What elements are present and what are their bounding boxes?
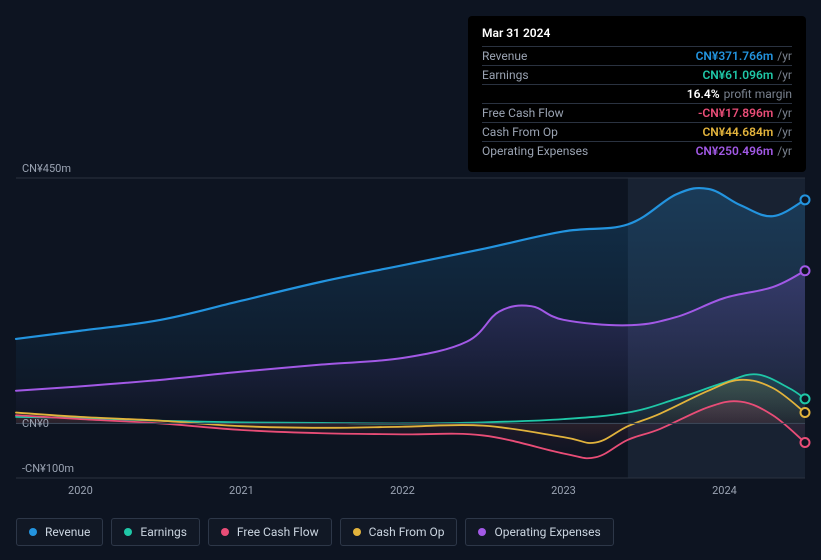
tooltip-row-label: Earnings (482, 68, 529, 82)
y-axis-label: CN¥0 (22, 417, 49, 430)
tooltip-row-value: CN¥44.684m (702, 125, 773, 139)
tooltip-row-suffix: /yr (777, 49, 792, 63)
svg-text:2021: 2021 (229, 484, 254, 497)
legend-item-revenue[interactable]: Revenue (16, 518, 103, 546)
legend-dot-icon (353, 528, 361, 536)
legend-label: Earnings (140, 525, 187, 539)
tooltip-row-label: Cash From Op (482, 125, 558, 139)
tooltip-row: Cash From Op CN¥44.684m/yr (482, 122, 792, 141)
legend-dot-icon (29, 528, 37, 536)
tooltip-row: Revenue CN¥371.766m/yr (482, 46, 792, 65)
legend-dot-icon (124, 528, 132, 536)
svg-text:2020: 2020 (68, 484, 93, 497)
tooltip-row-label: Free Cash Flow (482, 106, 564, 120)
tooltip-row-suffix: /yr (777, 125, 792, 139)
svg-text:2024: 2024 (712, 484, 737, 497)
y-axis-label: CN¥450m (22, 162, 71, 175)
svg-text:2022: 2022 (390, 484, 415, 497)
tooltip-row-label: Operating Expenses (482, 144, 588, 158)
legend-item-operating-expenses[interactable]: Operating Expenses (465, 518, 613, 546)
financial-chart-panel: { "chart": { "type": "area", "width": 82… (0, 0, 821, 560)
legend-dot-icon (221, 528, 229, 536)
tooltip-row-suffix: /yr (777, 144, 792, 158)
legend-item-cash-from-op[interactable]: Cash From Op (340, 518, 458, 546)
tooltip-row: Operating Expenses CN¥250.496m/yr (482, 141, 792, 160)
tooltip-row-value: CN¥371.766m (696, 49, 774, 63)
legend-label: Revenue (45, 525, 90, 539)
tooltip-row-label: Revenue (482, 49, 527, 63)
tooltip-row-suffix: /yr (777, 68, 792, 82)
tooltip-row-suffix: profit margin (724, 87, 792, 101)
chart-tooltip: Mar 31 2024 RevenueCN¥371.766m/yrEarning… (468, 16, 806, 172)
svg-text:2023: 2023 (551, 484, 576, 497)
tooltip-row-suffix: /yr (777, 106, 792, 120)
tooltip-row-value: CN¥61.096m (702, 68, 773, 82)
legend-label: Cash From Op (369, 525, 445, 539)
tooltip-row-value: 16.4% (687, 87, 720, 101)
tooltip-row-value: CN¥250.496m (696, 144, 774, 158)
tooltip-row-value: -CN¥17.896m (698, 106, 773, 120)
legend-bar: Revenue Earnings Free Cash Flow Cash From O… (16, 518, 614, 546)
tooltip-rows: Revenue CN¥371.766m/yr Earnings CN¥61.096m /… (482, 46, 792, 160)
legend-label: Free Cash Flow (237, 525, 319, 539)
legend-item-free-cash-flow[interactable]: Free Cash Flow (208, 518, 332, 546)
y-axis-label: -CN¥100m (22, 462, 74, 475)
tooltip-row: 16.4% profit margin (482, 84, 792, 103)
tooltip-row: Earnings CN¥61.096m/yr (482, 65, 792, 84)
tooltip-date: Mar 31 2024 (482, 26, 792, 40)
tooltip-row: Free Cash Flow -CN¥17.896m/yr (482, 103, 792, 122)
legend-label: Operating Expenses (494, 525, 600, 539)
legend-item-earnings[interactable]: Earnings (111, 518, 200, 546)
legend-dot-icon (478, 528, 486, 536)
